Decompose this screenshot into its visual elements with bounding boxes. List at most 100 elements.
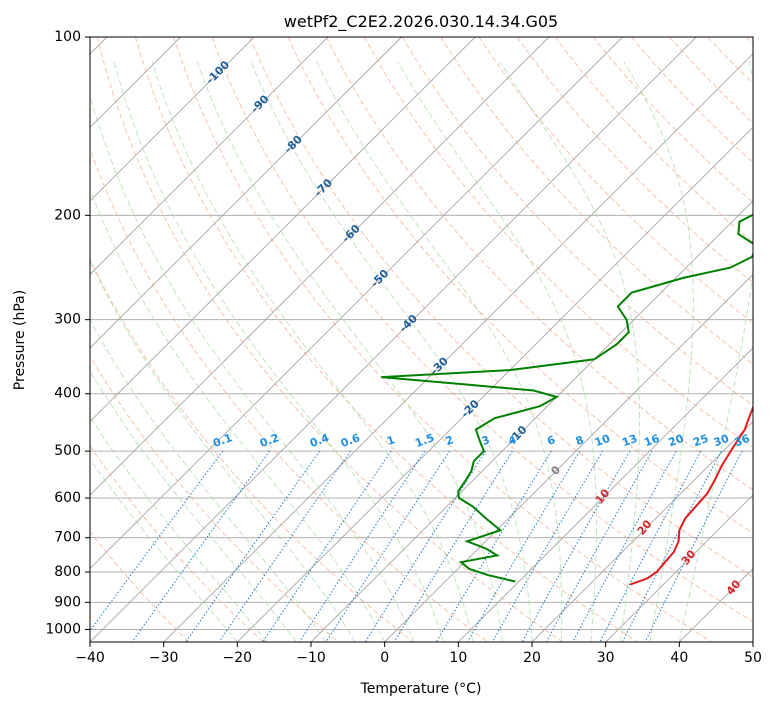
moist-adiabat-line [151, 61, 474, 642]
mixing-ratio-line [621, 450, 722, 642]
dry-adiabat-line [287, 37, 753, 534]
mixing-ratio-label: 2 [444, 433, 456, 448]
isotherm-line [90, 37, 255, 202]
dry-adiabat-line [554, 37, 753, 243]
dry-adiabat-line [211, 37, 753, 623]
x-axis-label: Temperature (°C) [360, 681, 482, 697]
mixing-ratio-line [393, 450, 513, 642]
mixing-ratio-label: 0.1 [211, 431, 234, 450]
axis-ticks: −40 −30 −20 −10 0 10 20 30 40 5010020030040050060… [45, 29, 762, 666]
moist-adiabat-line [90, 188, 386, 642]
dry-adiabat-line [173, 37, 712, 642]
dry-adiabat-line [90, 147, 488, 642]
isotherm-line [237, 126, 753, 642]
dry-adiabat-line [325, 37, 753, 491]
plot-frame [89, 36, 754, 643]
mixing-ratio-label: 25 [691, 432, 710, 449]
x-tick-label: −30 [149, 650, 179, 666]
y-axis-label: Pressure (hPa) [12, 290, 28, 390]
dry-adiabat-line [402, 37, 753, 406]
mixing-ratio-label: 36 [733, 432, 752, 450]
mixing-ratio-label: 8 [574, 433, 586, 448]
moist-adiabat-line [499, 61, 640, 642]
chart-title: wetPf2_C2E2.2026.030.14.34.G05 [284, 12, 558, 32]
mixing-ratio-line [572, 450, 677, 642]
mixing-ratio-label: 0.4 [308, 431, 331, 450]
temperature-profile [629, 404, 753, 586]
dry-adiabat-line [364, 37, 753, 448]
moist-adiabat-line [397, 61, 597, 642]
y-tick-label: 300 [54, 312, 81, 328]
x-tick-label: −10 [296, 650, 326, 666]
mixing-ratio-label: 1.5 [413, 431, 436, 450]
mixing-ratio-line [435, 450, 552, 642]
mixing-ratio-line [325, 450, 451, 642]
dry-adiabat-line [90, 445, 264, 642]
x-tick-label: −20 [223, 650, 253, 666]
mixing-ratio-label: 30 [712, 432, 731, 450]
mixing-ratio-line [545, 450, 653, 642]
isotherm-line [605, 494, 753, 642]
mixing-ratio-label: 16 [642, 432, 661, 450]
mixing-ratio-line [131, 450, 271, 642]
isotherm-line [458, 347, 753, 642]
y-tick-label: 600 [54, 490, 81, 506]
mixing-ratio-line [90, 450, 224, 632]
mixing-ratio-line [599, 450, 702, 642]
mixing-ratio-label: 20 [667, 432, 686, 450]
y-tick-label: 200 [54, 207, 81, 223]
mixing-ratio-label: 4 [506, 433, 518, 448]
mixing-ratio-line [185, 450, 321, 642]
dry-adiabat-line [134, 37, 638, 642]
dry-adiabat-line [440, 37, 753, 365]
dewpoint-profile [381, 213, 753, 583]
isotherm-line [163, 53, 753, 642]
isotherm-line [90, 37, 476, 423]
y-tick-label: 400 [54, 386, 81, 402]
y-tick-label: 1000 [45, 621, 81, 637]
mixing-ratio-label: 10 [593, 432, 612, 450]
x-tick-label: 40 [670, 650, 688, 666]
moist-adiabat-line [90, 259, 356, 642]
mixing-ratio-label: 6 [545, 433, 557, 448]
isotherm-line [90, 37, 697, 642]
isotherm-line [90, 37, 550, 496]
dry-adiabat-line [90, 258, 414, 642]
mixing-ratio-label: 0.6 [339, 431, 362, 450]
moist-adiabat-line [90, 318, 327, 642]
isotherm-line [531, 420, 753, 642]
dry-adiabat-line [631, 37, 753, 164]
isotherm-line [384, 273, 753, 642]
x-tick-label: −40 [75, 650, 105, 666]
y-tick-label: 900 [54, 594, 81, 610]
dry-adiabat-line [516, 37, 753, 284]
mixing-ratio-line [521, 450, 631, 642]
mixing-ratio-label: 0.2 [258, 431, 281, 450]
plot-area [90, 37, 753, 642]
isotherm-line [90, 37, 402, 349]
y-tick-label: 100 [54, 29, 81, 45]
mixing-ratio-line [644, 450, 743, 642]
moist-adiabat-line [90, 458, 238, 642]
x-tick-label: 50 [744, 650, 762, 666]
moist-adiabat-line [90, 93, 415, 642]
x-tick-label: 20 [523, 650, 541, 666]
mixing-ratio-label: 1 [385, 433, 397, 448]
y-tick-label: 500 [54, 443, 81, 459]
mixing-ratio-line [218, 450, 351, 642]
moist-adiabat-line [250, 61, 533, 642]
dry-adiabat-line [249, 37, 753, 578]
mixing-ratio-label: 3 [480, 433, 492, 448]
mixing-ratio-line [364, 450, 487, 642]
moist-adiabat-line [315, 61, 563, 642]
moist-adiabat-line [678, 61, 753, 642]
x-tick-label: 0 [380, 650, 389, 666]
dry-adiabat-line [96, 37, 563, 642]
y-tick-label: 800 [54, 564, 81, 580]
x-tick-label: 10 [449, 650, 467, 666]
dry-adiabat-line [90, 355, 339, 642]
y-tick-label: 700 [54, 530, 81, 546]
isotherm-line [90, 37, 329, 276]
